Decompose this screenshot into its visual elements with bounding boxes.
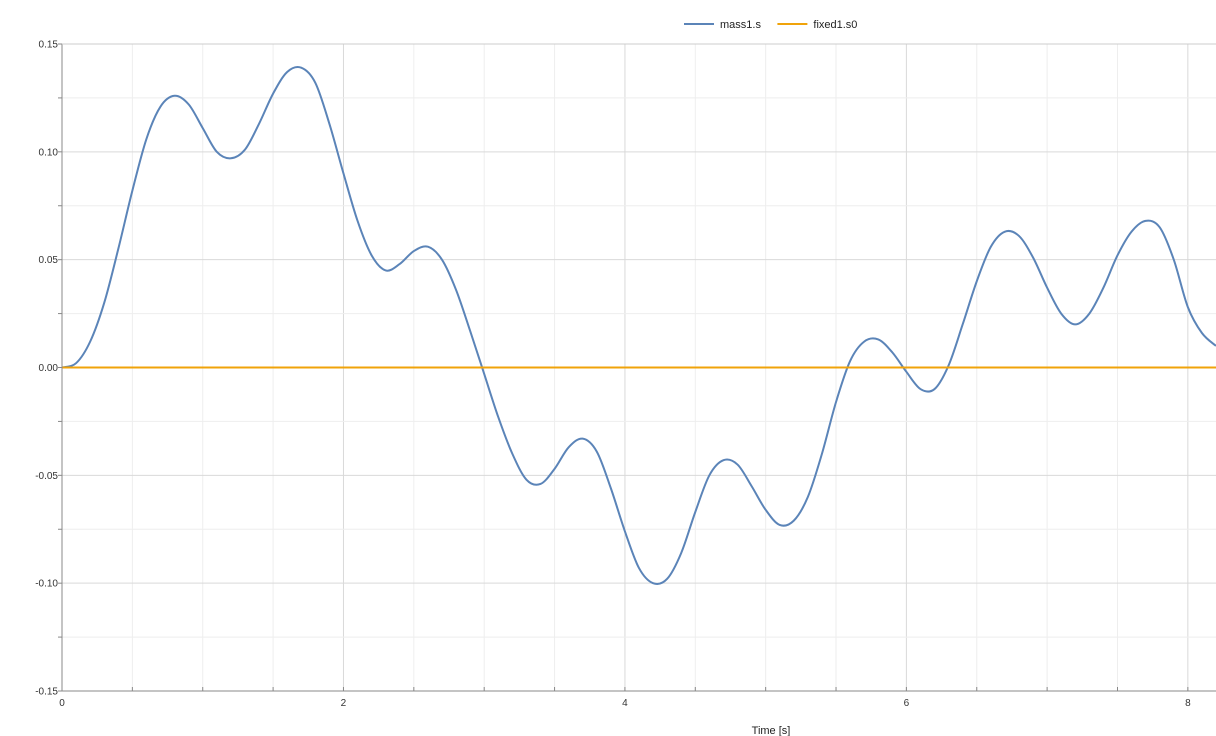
x-tick-label: 8 [1185, 698, 1191, 709]
y-tick-label: -0.10 [35, 579, 58, 590]
legend[interactable]: mass1.s fixed1.s0 [684, 19, 857, 31]
y-tick-label: -0.15 [35, 687, 58, 698]
series-layer [61, 66, 1216, 585]
x-axis-title: Time [s] [752, 725, 791, 736]
legend-label-mass1-s[interactable]: mass1.s [720, 19, 761, 31]
y-tick-label: -0.05 [35, 471, 58, 482]
x-tick-label: 4 [622, 698, 628, 709]
legend-label-fixed1-s0[interactable]: fixed1.s0 [813, 19, 857, 31]
series-line-mass1-s[interactable] [61, 66, 1216, 585]
x-tick-label: 0 [59, 698, 65, 709]
y-tick-label: 0.15 [39, 40, 59, 51]
y-tick-label: 0.05 [39, 255, 59, 266]
x-tick-label: 6 [904, 698, 910, 709]
x-tick-label: 2 [341, 698, 347, 709]
axes: 0 2 4 6 8 -0.15 -0.10 -0.05 0.00 0.05 0.10 0.15 [35, 40, 1216, 709]
y-tick-label: 0.10 [39, 147, 59, 158]
y-tick-label: 0.00 [39, 363, 59, 374]
